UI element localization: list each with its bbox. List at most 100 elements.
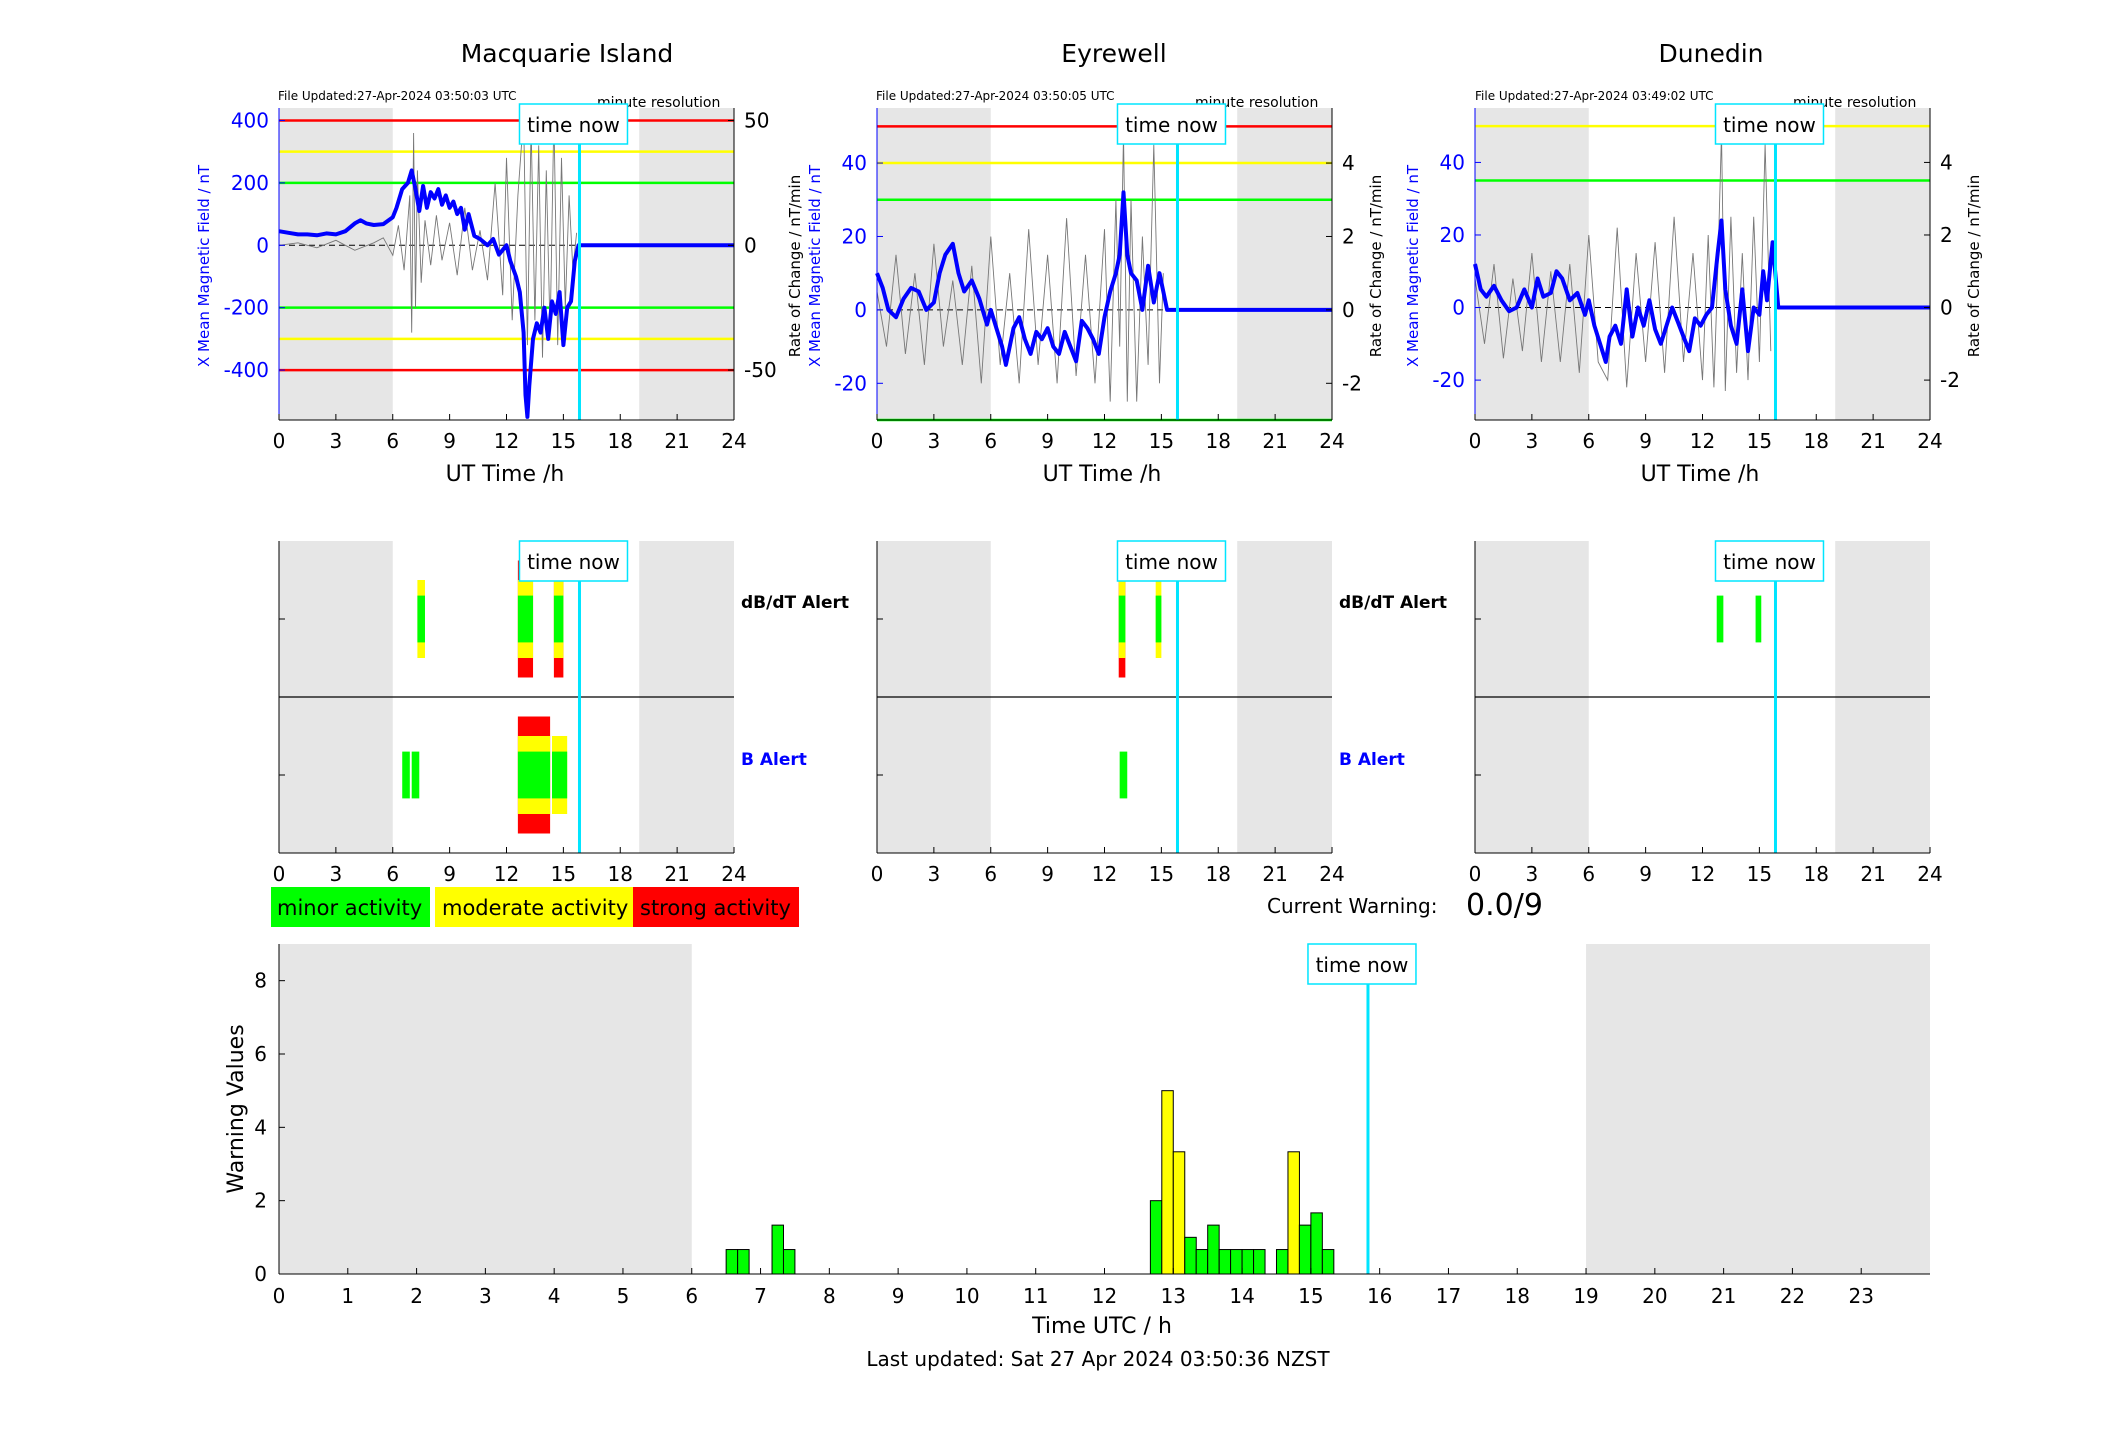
alert-x-tick-label-dunedin-3: 3 [1526, 862, 1539, 886]
x-tick-label-eyrewell-18: 18 [1206, 429, 1231, 453]
alert-x-tick-label-dunedin-24: 24 [1917, 862, 1942, 886]
night-band-macquarie-0 [279, 108, 393, 420]
night-band-dunedin-1 [1835, 108, 1930, 420]
file-updated-dunedin: File Updated:27-Apr-2024 03:49:02 UTC [1475, 89, 1714, 103]
y-tick-label-macquarie-0: 0 [256, 233, 269, 257]
alert-x-tick-label-dunedin-0: 0 [1469, 862, 1482, 886]
field-series-eyrewell [875, 190, 1332, 367]
warning-bar-17 [1310, 1212, 1323, 1275]
x-axis-label-macquarie: UT Time /h [446, 462, 565, 487]
y2-tick-label-macquarie--50: -50 [744, 358, 777, 382]
y-left-label-macquarie: X Mean Magnetic Field / nT [195, 164, 213, 367]
x-tick-label-macquarie-21: 21 [664, 429, 689, 453]
alert-x-tick-label-macquarie-24: 24 [721, 862, 746, 886]
x-tick-label-eyrewell-3: 3 [928, 429, 941, 453]
alert-x-tick-label-macquarie-21: 21 [664, 862, 689, 886]
x-tick-label-dunedin-24: 24 [1917, 429, 1942, 453]
x-axis-label-eyrewell: UT Time /h [1043, 462, 1162, 487]
warning-x-tick-label-2: 2 [410, 1284, 423, 1308]
alert-x-tick-label-dunedin-18: 18 [1804, 862, 1829, 886]
x-tick-label-macquarie-12: 12 [494, 429, 519, 453]
x-tick-label-eyrewell-0: 0 [871, 429, 884, 453]
legend-swatch-strong [633, 887, 799, 927]
balert-bar-min-macquarie-2 [517, 751, 551, 799]
night-band-eyrewell-1 [1237, 108, 1332, 420]
b-alert-label-macquarie: B Alert [741, 750, 807, 770]
warning-x-tick-label-19: 19 [1573, 1284, 1598, 1308]
x-tick-label-eyrewell-9: 9 [1041, 429, 1054, 453]
x-tick-label-macquarie-6: 6 [386, 429, 399, 453]
y2-tick-label-macquarie-50: 50 [744, 108, 769, 132]
alert-x-tick-label-dunedin-12: 12 [1690, 862, 1715, 886]
warning-bar-4 [1149, 1200, 1163, 1275]
alert-x-tick-label-macquarie-15: 15 [551, 862, 576, 886]
warning-x-tick-label-10: 10 [954, 1284, 979, 1308]
y2-tick-label-eyrewell-4: 4 [1342, 151, 1355, 175]
x-tick-label-dunedin-6: 6 [1582, 429, 1595, 453]
x-tick-label-dunedin-18: 18 [1804, 429, 1829, 453]
x-tick-label-macquarie-15: 15 [551, 429, 576, 453]
x-tick-label-dunedin-0: 0 [1469, 429, 1482, 453]
alert-x-tick-label-eyrewell-15: 15 [1149, 862, 1174, 886]
time-now-label-top-dunedin: time now [1723, 113, 1816, 137]
balert-bar-min-eyrewell-0 [1119, 751, 1128, 799]
legend-label-moderate: moderate activity [442, 896, 628, 920]
alert-x-tick-label-dunedin-21: 21 [1860, 862, 1885, 886]
x-axis-label-dunedin: UT Time /h [1641, 462, 1760, 487]
time-now-label-top-macquarie: time now [527, 113, 620, 137]
activity-legend: minor activity moderate activity strong … [271, 887, 799, 927]
x-tick-label-macquarie-18: 18 [608, 429, 633, 453]
alert-x-tick-label-macquarie-3: 3 [330, 862, 343, 886]
warning-x-tick-label-7: 7 [754, 1284, 767, 1308]
legend-swatch-minor [271, 887, 430, 927]
x-tick-label-dunedin-9: 9 [1639, 429, 1652, 453]
warning-bar-14 [1275, 1249, 1289, 1275]
warning-bar-5 [1161, 1090, 1174, 1275]
dbdt-bar-min-macquarie-2 [553, 595, 564, 643]
warning-y-tick-label-6: 6 [254, 1042, 267, 1066]
station-title-dunedin: Dunedin [1659, 39, 1764, 68]
x-tick-label-macquarie-9: 9 [443, 429, 456, 453]
dbdt-bar-min-eyrewell-0 [1118, 595, 1126, 643]
time-now-box-top-macquarie [518, 103, 629, 145]
y-tick-label-dunedin-0: 0 [1452, 296, 1465, 320]
file-updated-eyrewell: File Updated:27-Apr-2024 03:50:05 UTC [876, 89, 1115, 103]
warning-bar-9 [1207, 1224, 1220, 1275]
warning-bar-11 [1230, 1249, 1243, 1275]
warning-x-tick-label-9: 9 [892, 1284, 905, 1308]
warning-x-tick-label-0: 0 [273, 1284, 286, 1308]
warning-x-tick-label-13: 13 [1161, 1284, 1186, 1308]
y-tick-label-eyrewell-40: 40 [842, 151, 867, 175]
warning-bar-6 [1172, 1151, 1186, 1275]
station-title-eyrewell: Eyrewell [1061, 39, 1166, 68]
y-right-label-macquarie: Rate of Change / nT/min [786, 175, 804, 357]
warning-x-tick-label-3: 3 [479, 1284, 492, 1308]
warning-x-tick-label-11: 11 [1023, 1284, 1048, 1308]
alert-x-tick-label-eyrewell-6: 6 [984, 862, 997, 886]
alert-x-tick-label-eyrewell-9: 9 [1041, 862, 1054, 886]
y2-tick-label-eyrewell--2: -2 [1342, 371, 1362, 395]
file-updated-macquarie: File Updated:27-Apr-2024 03:50:03 UTC [278, 89, 517, 103]
y2-tick-label-dunedin-2: 2 [1940, 223, 1953, 247]
alert-plot-dunedin: time now 0 3 6 9 12 15 18 21 24 [1469, 540, 1943, 886]
x-tick-label-dunedin-15: 15 [1747, 429, 1772, 453]
x-tick-label-eyrewell-6: 6 [984, 429, 997, 453]
warning-night-band-0 [279, 944, 692, 1274]
dbdt-bar-min-dunedin-1 [1755, 595, 1762, 643]
y-tick-label-dunedin-40: 40 [1440, 150, 1465, 174]
time-now-label-top-eyrewell: time now [1125, 113, 1218, 137]
y-left-label-dunedin: X Mean Magnetic Field / nT [1404, 164, 1422, 367]
bottom-x-axis-label: Time UTC / h [1031, 1314, 1172, 1339]
time-now-label-alert-macquarie: time now [527, 550, 620, 574]
time-now-box-alert-macquarie [518, 540, 629, 582]
x-tick-label-dunedin-3: 3 [1526, 429, 1539, 453]
station-title-macquarie: Macquarie Island [461, 39, 674, 68]
x-tick-label-eyrewell-12: 12 [1092, 429, 1117, 453]
warning-x-tick-label-21: 21 [1711, 1284, 1736, 1308]
warning-x-tick-label-15: 15 [1298, 1284, 1323, 1308]
y-tick-label-macquarie-200: 200 [231, 171, 269, 195]
